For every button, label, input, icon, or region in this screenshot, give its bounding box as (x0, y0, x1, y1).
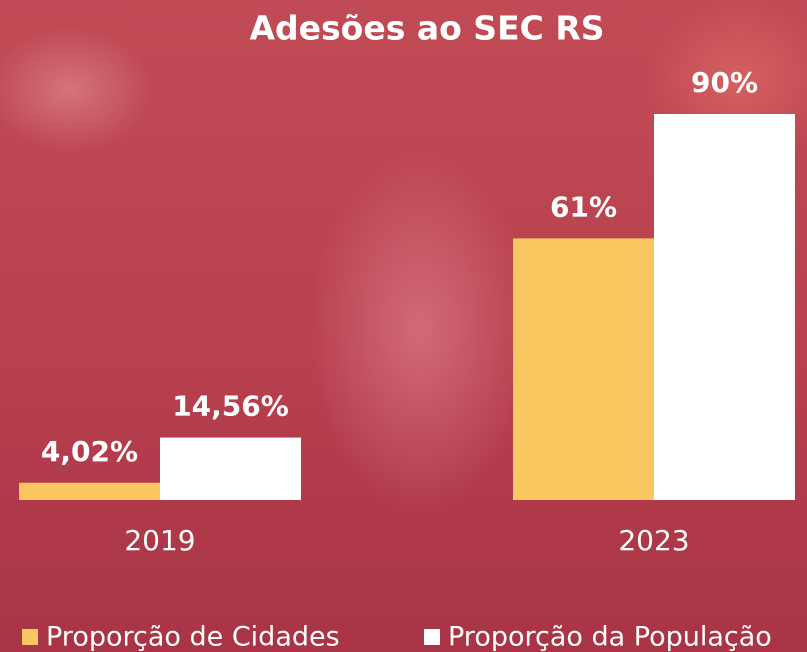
legend-label: Proporção de Cidades (46, 622, 340, 652)
value-label: 4,02% (41, 435, 138, 468)
legend-swatch (424, 629, 440, 645)
x-tick-label: 2019 (124, 524, 195, 557)
bar (654, 114, 795, 500)
bar (160, 437, 301, 500)
bar (513, 238, 654, 500)
bar (19, 482, 160, 500)
value-label: 90% (691, 66, 758, 99)
legend-swatch (22, 629, 38, 645)
legend-label: Proporção da População (448, 622, 772, 652)
value-label: 61% (550, 190, 617, 223)
value-label: 14,56% (172, 390, 289, 423)
chart-title: Adesões ao SEC RS (250, 9, 605, 48)
x-tick-label: 2023 (618, 524, 689, 557)
